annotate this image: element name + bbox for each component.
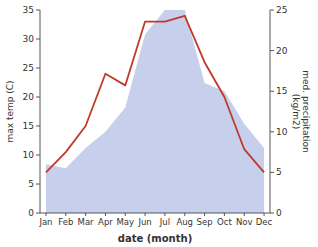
x-tick-label: May — [116, 217, 134, 227]
y-tick — [36, 126, 40, 127]
y2-tick-label: 5 — [276, 167, 282, 177]
x-tick-label: Jan — [38, 217, 52, 227]
x-tick — [184, 213, 185, 216]
x-tick — [125, 213, 126, 216]
y2-tick-label: 0 — [276, 208, 282, 218]
x-tick-label: Sep — [197, 217, 213, 227]
line — [46, 16, 264, 173]
x-tick-label: Apr — [98, 217, 113, 227]
y-tick — [36, 155, 40, 156]
y-tick — [36, 10, 40, 11]
y-tick-label: 30 — [23, 34, 35, 44]
x-axis-label: date (month) — [118, 233, 192, 244]
y2-axis-label-line: (kg/m2) — [291, 94, 301, 129]
area — [46, 10, 264, 213]
y2-tick-label: 25 — [276, 5, 287, 15]
y-tick — [36, 68, 40, 69]
plot-area — [46, 10, 264, 213]
y2-tick — [270, 131, 274, 132]
chart: 051015202530350510152025JanFebMarAprMayJ… — [0, 0, 318, 247]
y2-tick — [270, 213, 274, 214]
x-tick — [85, 213, 86, 216]
x-tick — [224, 213, 225, 216]
y-tick-label: 10 — [23, 150, 35, 160]
x-tick — [105, 213, 106, 216]
x-tick — [65, 213, 66, 216]
chart-container: 051015202530350510152025JanFebMarAprMayJ… — [0, 0, 318, 247]
x-tick — [145, 213, 146, 216]
x-tick-label: Dec — [256, 217, 273, 227]
x-tick — [164, 213, 165, 216]
y2-tick-label: 10 — [276, 127, 288, 137]
x-tick-label: Oct — [217, 217, 232, 227]
y2-axis-label-line: med. precipitation — [301, 70, 311, 152]
y2-tick-label: 15 — [276, 86, 287, 96]
x-axis-line — [40, 213, 270, 214]
y-tick — [36, 39, 40, 40]
x-tick — [244, 213, 245, 216]
x-tick-label: Aug — [176, 217, 193, 227]
y-tick — [36, 213, 40, 214]
x-tick-label: Jul — [159, 217, 170, 227]
y-tick-label: 5 — [28, 179, 34, 189]
x-tick — [264, 213, 265, 216]
x-tick — [45, 213, 46, 216]
y2-tick — [270, 50, 274, 51]
x-tick-label: Jun — [137, 217, 151, 227]
y-tick-label: 15 — [23, 121, 34, 131]
y2-tick-label: 20 — [276, 46, 288, 56]
x-tick-label: Feb — [58, 217, 73, 227]
y-axis-line — [40, 10, 41, 213]
y-tick-label: 35 — [23, 5, 34, 15]
y2-axis-label: med. precipitation(kg/m2) — [291, 70, 311, 152]
x-tick — [204, 213, 205, 216]
y2-tick — [270, 91, 274, 92]
y-tick-label: 0 — [28, 208, 34, 218]
y-tick-label: 20 — [23, 92, 35, 102]
x-tick-label: Mar — [78, 217, 95, 227]
y-tick-label: 25 — [23, 63, 34, 73]
y2-tick — [270, 10, 274, 11]
y2-axis-line — [270, 10, 271, 213]
y-tick — [36, 97, 40, 98]
y-axis-label: max temp (C) — [5, 80, 15, 142]
x-tick-label: Nov — [236, 217, 253, 227]
y-tick — [36, 184, 40, 185]
y2-tick — [270, 172, 274, 173]
